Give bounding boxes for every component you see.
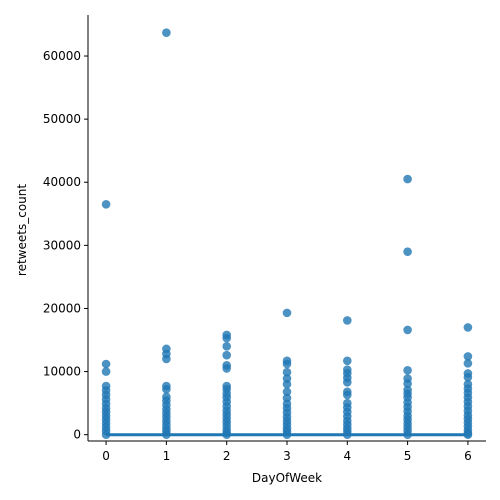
data-point xyxy=(343,356,352,366)
data-point xyxy=(403,379,412,388)
data-point xyxy=(101,200,111,209)
points-layer xyxy=(101,28,473,439)
data-point xyxy=(343,316,352,325)
x-tick-label: 3 xyxy=(283,449,291,463)
x-tick-label: 2 xyxy=(223,449,231,463)
data-point xyxy=(282,387,292,397)
data-point xyxy=(101,430,111,439)
data-point xyxy=(222,350,231,360)
data-point xyxy=(463,372,473,382)
x-tick-label: 4 xyxy=(343,449,351,463)
data-point xyxy=(403,366,412,375)
data-point xyxy=(463,352,473,361)
x-axis-label: DayOfWeek xyxy=(252,471,322,485)
data-point xyxy=(222,333,231,343)
data-point xyxy=(101,359,111,369)
data-point xyxy=(463,430,473,439)
x-tick-label: 0 xyxy=(102,449,110,463)
y-tick-label: 30000 xyxy=(43,238,81,252)
data-point xyxy=(343,390,352,400)
x-tick-label: 5 xyxy=(404,449,412,463)
data-point xyxy=(282,379,292,389)
data-point xyxy=(343,378,352,387)
y-tick-label: 60000 xyxy=(43,49,81,63)
data-point xyxy=(162,354,171,364)
data-point xyxy=(101,367,111,376)
data-point xyxy=(282,359,292,369)
data-point xyxy=(463,359,473,368)
data-point xyxy=(403,174,412,184)
x-tick-label: 6 xyxy=(464,449,472,463)
data-point xyxy=(463,323,473,332)
y-tick-label: 40000 xyxy=(43,175,81,189)
y-tick-label: 50000 xyxy=(43,112,81,126)
data-point xyxy=(282,367,292,377)
y-axis-label: retweets_count xyxy=(15,184,29,276)
y-tick-label: 10000 xyxy=(43,365,81,379)
data-point xyxy=(162,384,171,394)
ticks-layer: 0 1 2 3 4 5 6 0 10000 20000 30000 40000 50000 60000 xyxy=(43,49,472,463)
data-point xyxy=(222,364,231,373)
y-tick-label: 20000 xyxy=(43,301,81,315)
data-point xyxy=(282,308,292,318)
data-point xyxy=(403,247,412,256)
data-point xyxy=(403,325,412,335)
y-tick-label: 0 xyxy=(73,428,81,442)
data-point xyxy=(162,28,171,37)
x-tick-label: 1 xyxy=(163,449,171,463)
data-point xyxy=(222,342,231,351)
